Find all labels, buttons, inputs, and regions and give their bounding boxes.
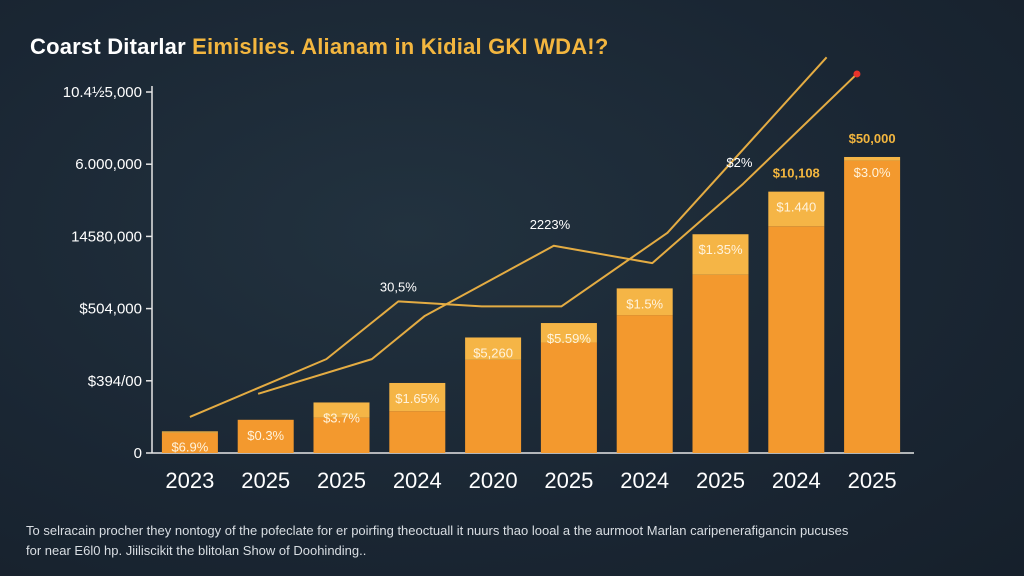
- bar-top-3: [389, 382, 446, 412]
- bar-label-9: $3.0%: [854, 165, 891, 180]
- bar-top-6: [616, 288, 673, 316]
- bar-label-1: $0.3%: [247, 428, 284, 443]
- bar-top-5: [540, 323, 597, 343]
- trend-line-1: [257, 73, 858, 395]
- trend-line-0: [189, 56, 828, 418]
- x-tick-label-2: 2025: [317, 468, 366, 493]
- bar-label-8: $1.440: [776, 200, 816, 215]
- chart-title-lead: Coarst Ditarlar: [30, 34, 193, 59]
- bar-label-5: $5.59%: [547, 331, 592, 346]
- bar-label-7: $1.35%: [698, 242, 743, 257]
- y-tick-label-5: 10.4½5,000: [63, 84, 142, 101]
- line-label-0: 30,5%: [380, 279, 417, 294]
- bar-label-3: $1.65%: [395, 391, 440, 406]
- y-tick-label-3: 14580,000: [71, 228, 142, 245]
- bar-base-6: [616, 315, 673, 453]
- x-tick-label-0: 2023: [165, 468, 214, 493]
- line-label-2: $2%: [726, 155, 752, 170]
- caption-line-1: To selracain procher they nontogy of the…: [26, 523, 849, 538]
- y-tick-label-4: 6.000,000: [75, 156, 142, 173]
- x-tick-label-6: 2024: [620, 468, 669, 493]
- bar-base-2: [313, 417, 370, 453]
- y-tick-label-2: $504,000: [79, 301, 142, 318]
- y-tick-label-1: $394/00: [88, 373, 142, 390]
- bar-top-9: [844, 156, 901, 161]
- x-tick-label-5: 2025: [544, 468, 593, 493]
- x-tick-label-3: 2024: [393, 468, 442, 493]
- x-tick-label-8: 2024: [772, 468, 821, 493]
- line-end-marker: [853, 70, 861, 78]
- bar-base-5: [540, 342, 597, 453]
- x-tick-label-1: 2025: [241, 468, 290, 493]
- bar-base-4: [465, 359, 522, 453]
- bar-label-2: $3.7%: [323, 410, 360, 425]
- line-label-1: 2223%: [530, 217, 571, 232]
- bar-base-1: [237, 419, 294, 453]
- bar-label-6: $1.5%: [626, 296, 663, 311]
- bar-top-0: [161, 431, 218, 433]
- bar-base-9: [844, 160, 901, 453]
- bar-label-4: $5,260: [473, 345, 513, 360]
- bar-top-4: [465, 337, 522, 360]
- y-tick-label-0: 0: [134, 445, 142, 462]
- bar-label-0: $6.9%: [171, 439, 208, 454]
- chart-caption: To selracain procher they nontogy of the…: [26, 521, 996, 561]
- bar-top-label-8: $10,108: [773, 166, 820, 181]
- bar-base-3: [389, 411, 446, 453]
- bar-top-7: [692, 234, 749, 275]
- bar-top-2: [313, 402, 370, 418]
- x-tick-label-7: 2025: [696, 468, 745, 493]
- bar-top-8: [768, 191, 825, 227]
- chart-title-accent: Eimislies. Alianam in Kidial GKI WDA!?: [192, 34, 609, 59]
- x-tick-label-9: 2025: [848, 468, 897, 493]
- bar-base-8: [768, 226, 825, 453]
- caption-line-2: for near E6l0 hp. Jiiliscikit the blitol…: [26, 543, 367, 558]
- bar-base-0: [161, 432, 218, 453]
- chart-title: Coarst Ditarlar Eimislies. Alianam in Ki…: [30, 34, 608, 60]
- bar-base-7: [692, 274, 749, 453]
- x-tick-label-4: 2020: [469, 468, 518, 493]
- bar-top-label-9: $50,000: [849, 131, 896, 146]
